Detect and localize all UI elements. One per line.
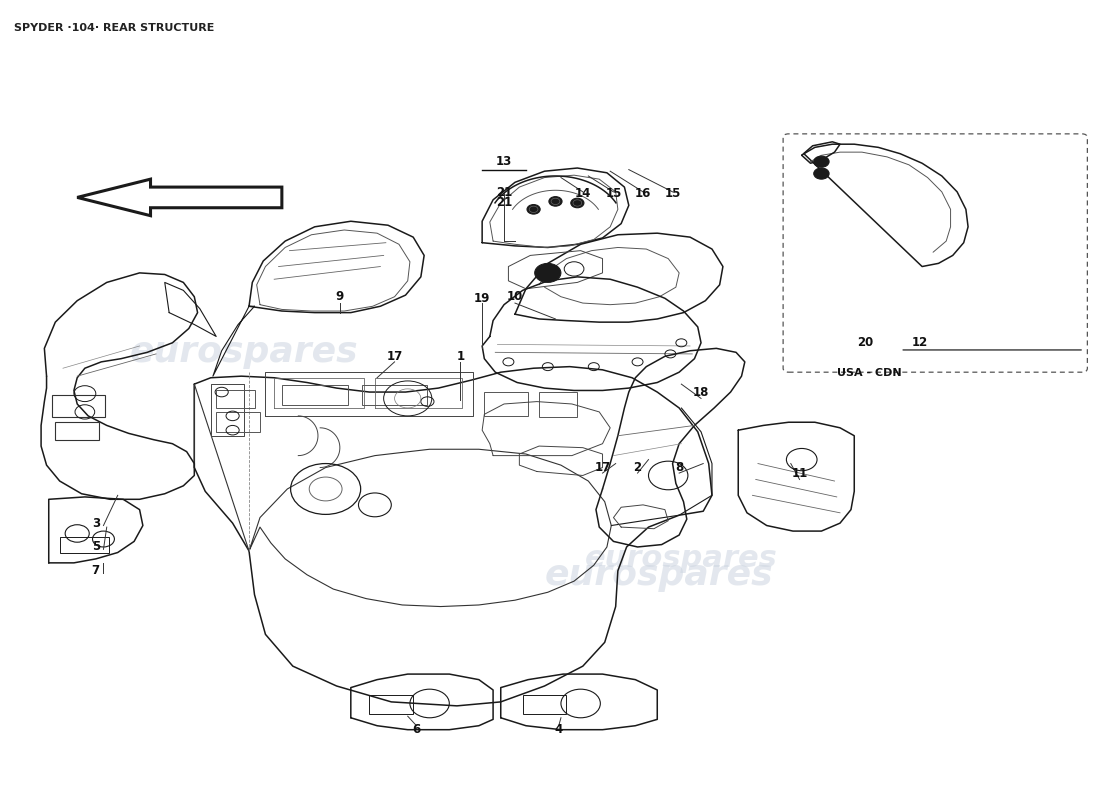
Text: 5: 5 (91, 541, 100, 554)
Text: USA - CDN: USA - CDN (837, 368, 901, 378)
Text: 7: 7 (91, 564, 100, 578)
Bar (484, 392, 528, 416)
Bar (362, 385, 428, 405)
Text: 3: 3 (91, 517, 100, 530)
Text: 11: 11 (791, 466, 807, 479)
Circle shape (535, 263, 561, 282)
Text: 9: 9 (336, 290, 344, 303)
Text: 17: 17 (386, 350, 403, 363)
Text: 14: 14 (574, 187, 591, 200)
Circle shape (571, 198, 584, 208)
Bar (59, 537, 109, 553)
Circle shape (549, 197, 562, 206)
Bar (217, 412, 260, 432)
Text: 18: 18 (693, 386, 710, 398)
Circle shape (527, 205, 540, 214)
Text: 13: 13 (496, 155, 513, 168)
Text: 12: 12 (912, 336, 928, 350)
Text: 1: 1 (456, 350, 464, 363)
Bar (370, 694, 414, 714)
Bar (217, 390, 254, 408)
Text: 20: 20 (857, 336, 873, 350)
Text: 16: 16 (635, 187, 651, 200)
Text: 15: 15 (664, 187, 681, 200)
Circle shape (814, 156, 829, 167)
Bar (522, 694, 566, 714)
Bar (52, 395, 104, 418)
Text: 15: 15 (605, 187, 621, 200)
Text: 19: 19 (474, 292, 491, 305)
Text: 4: 4 (554, 723, 563, 736)
Text: 6: 6 (412, 723, 420, 736)
Circle shape (814, 168, 829, 179)
Bar (539, 392, 578, 418)
Text: 10: 10 (507, 290, 524, 303)
Bar (282, 385, 348, 405)
Text: 17: 17 (594, 461, 610, 474)
Bar (55, 422, 99, 440)
Text: 21: 21 (496, 186, 513, 198)
Text: eurospares: eurospares (129, 335, 358, 370)
Text: 21: 21 (496, 197, 513, 210)
FancyBboxPatch shape (783, 134, 1088, 372)
Text: SPYDER ·104· REAR STRUCTURE: SPYDER ·104· REAR STRUCTURE (13, 22, 214, 33)
Text: 2: 2 (634, 461, 641, 474)
Text: eurospares: eurospares (546, 558, 773, 592)
Text: 8: 8 (675, 461, 683, 474)
Text: eurospares: eurospares (585, 544, 778, 574)
